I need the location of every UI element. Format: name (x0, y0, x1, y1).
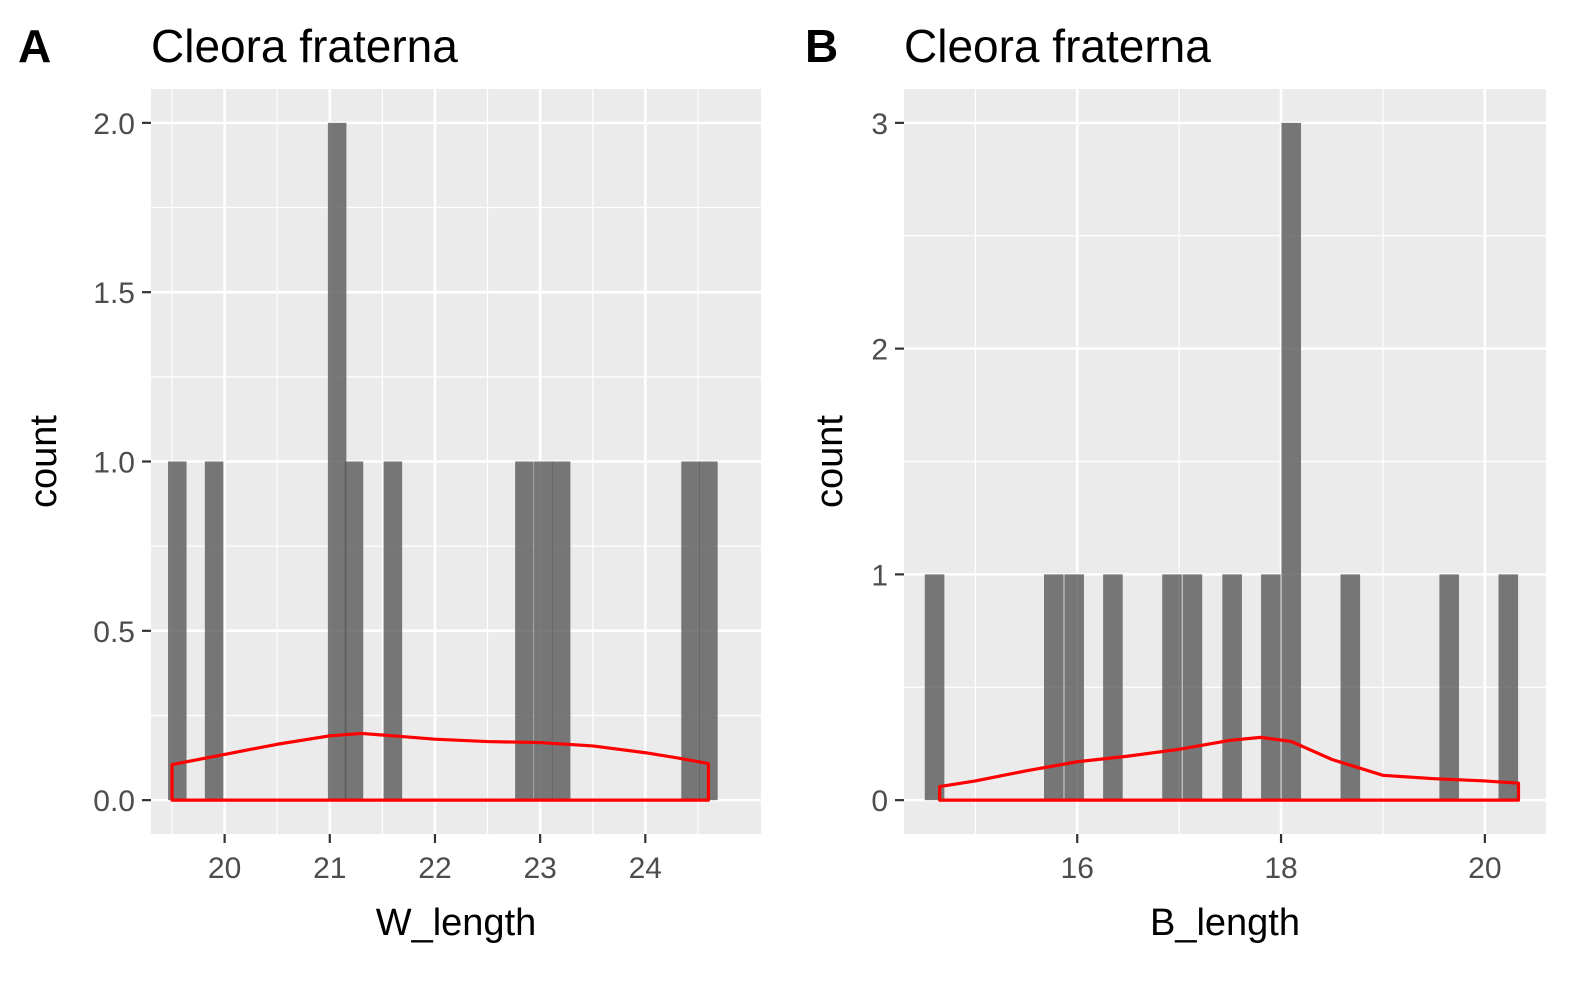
histogram-bar (168, 461, 187, 801)
density-curve (938, 735, 1521, 802)
histogram-bar (1340, 574, 1361, 801)
histogram-bar (515, 461, 534, 801)
y-tick-label: 2.0 (93, 108, 135, 141)
y-tick-label: 1.0 (93, 447, 135, 480)
x-axis-title: B_length (1150, 902, 1300, 944)
x-tick-label: 18 (1264, 852, 1297, 885)
y-tick-label: 1 (871, 559, 888, 592)
histogram-bar (551, 461, 571, 801)
y-axis-title: count (809, 415, 851, 508)
panel-b: 0 1 2 3 16 18 20 B Cleora fraterna B_length count (805, 20, 1546, 944)
chart-title: Cleora fraterna (904, 20, 1211, 72)
histogram-bar (1103, 574, 1123, 801)
x-tick-label: 23 (523, 852, 556, 885)
chart-title: Cleora fraterna (151, 20, 458, 72)
x-tick-label: 20 (208, 852, 241, 885)
panel-a: 0.0 0.5 1.0 1.5 2.0 20 21 22 23 24 A Cleora fratern… (18, 20, 761, 944)
histogram-bar (681, 461, 700, 801)
histogram-bar (534, 461, 553, 801)
histogram-bar (1261, 574, 1281, 801)
y-axis-title: count (23, 415, 65, 508)
histogram-bar (1162, 574, 1182, 801)
y-tick-label: 1.5 (93, 277, 135, 310)
histogram-bar (1064, 574, 1084, 801)
panel-label: B (805, 20, 838, 72)
y-tick-label: 0.5 (93, 616, 135, 649)
histogram-bar (1498, 574, 1519, 801)
histogram-bar (1182, 574, 1203, 801)
histogram-bar (383, 461, 403, 801)
histogram-bar (1222, 574, 1242, 801)
density-curve (170, 731, 711, 802)
histogram-bar (344, 461, 364, 801)
histogram-bar (1281, 122, 1302, 801)
y-tick-label: 0 (871, 785, 888, 818)
histogram-bar (924, 574, 945, 801)
histogram-bar (1044, 574, 1064, 801)
y-tick-label: 0.0 (93, 785, 135, 818)
x-tick-label: 16 (1061, 852, 1094, 885)
histogram-bar (1439, 574, 1459, 801)
panel-label: A (18, 20, 51, 72)
histogram-bar (327, 122, 347, 801)
x-tick-label: 22 (418, 852, 451, 885)
x-tick-label: 24 (629, 852, 662, 885)
y-tick-label: 3 (871, 108, 888, 141)
histogram-bar (699, 461, 718, 801)
x-tick-label: 21 (313, 852, 346, 885)
x-tick-label: 20 (1468, 852, 1501, 885)
y-tick-label: 2 (871, 334, 888, 367)
histogram-bar (204, 461, 224, 801)
x-axis-title: W_length (376, 902, 537, 944)
